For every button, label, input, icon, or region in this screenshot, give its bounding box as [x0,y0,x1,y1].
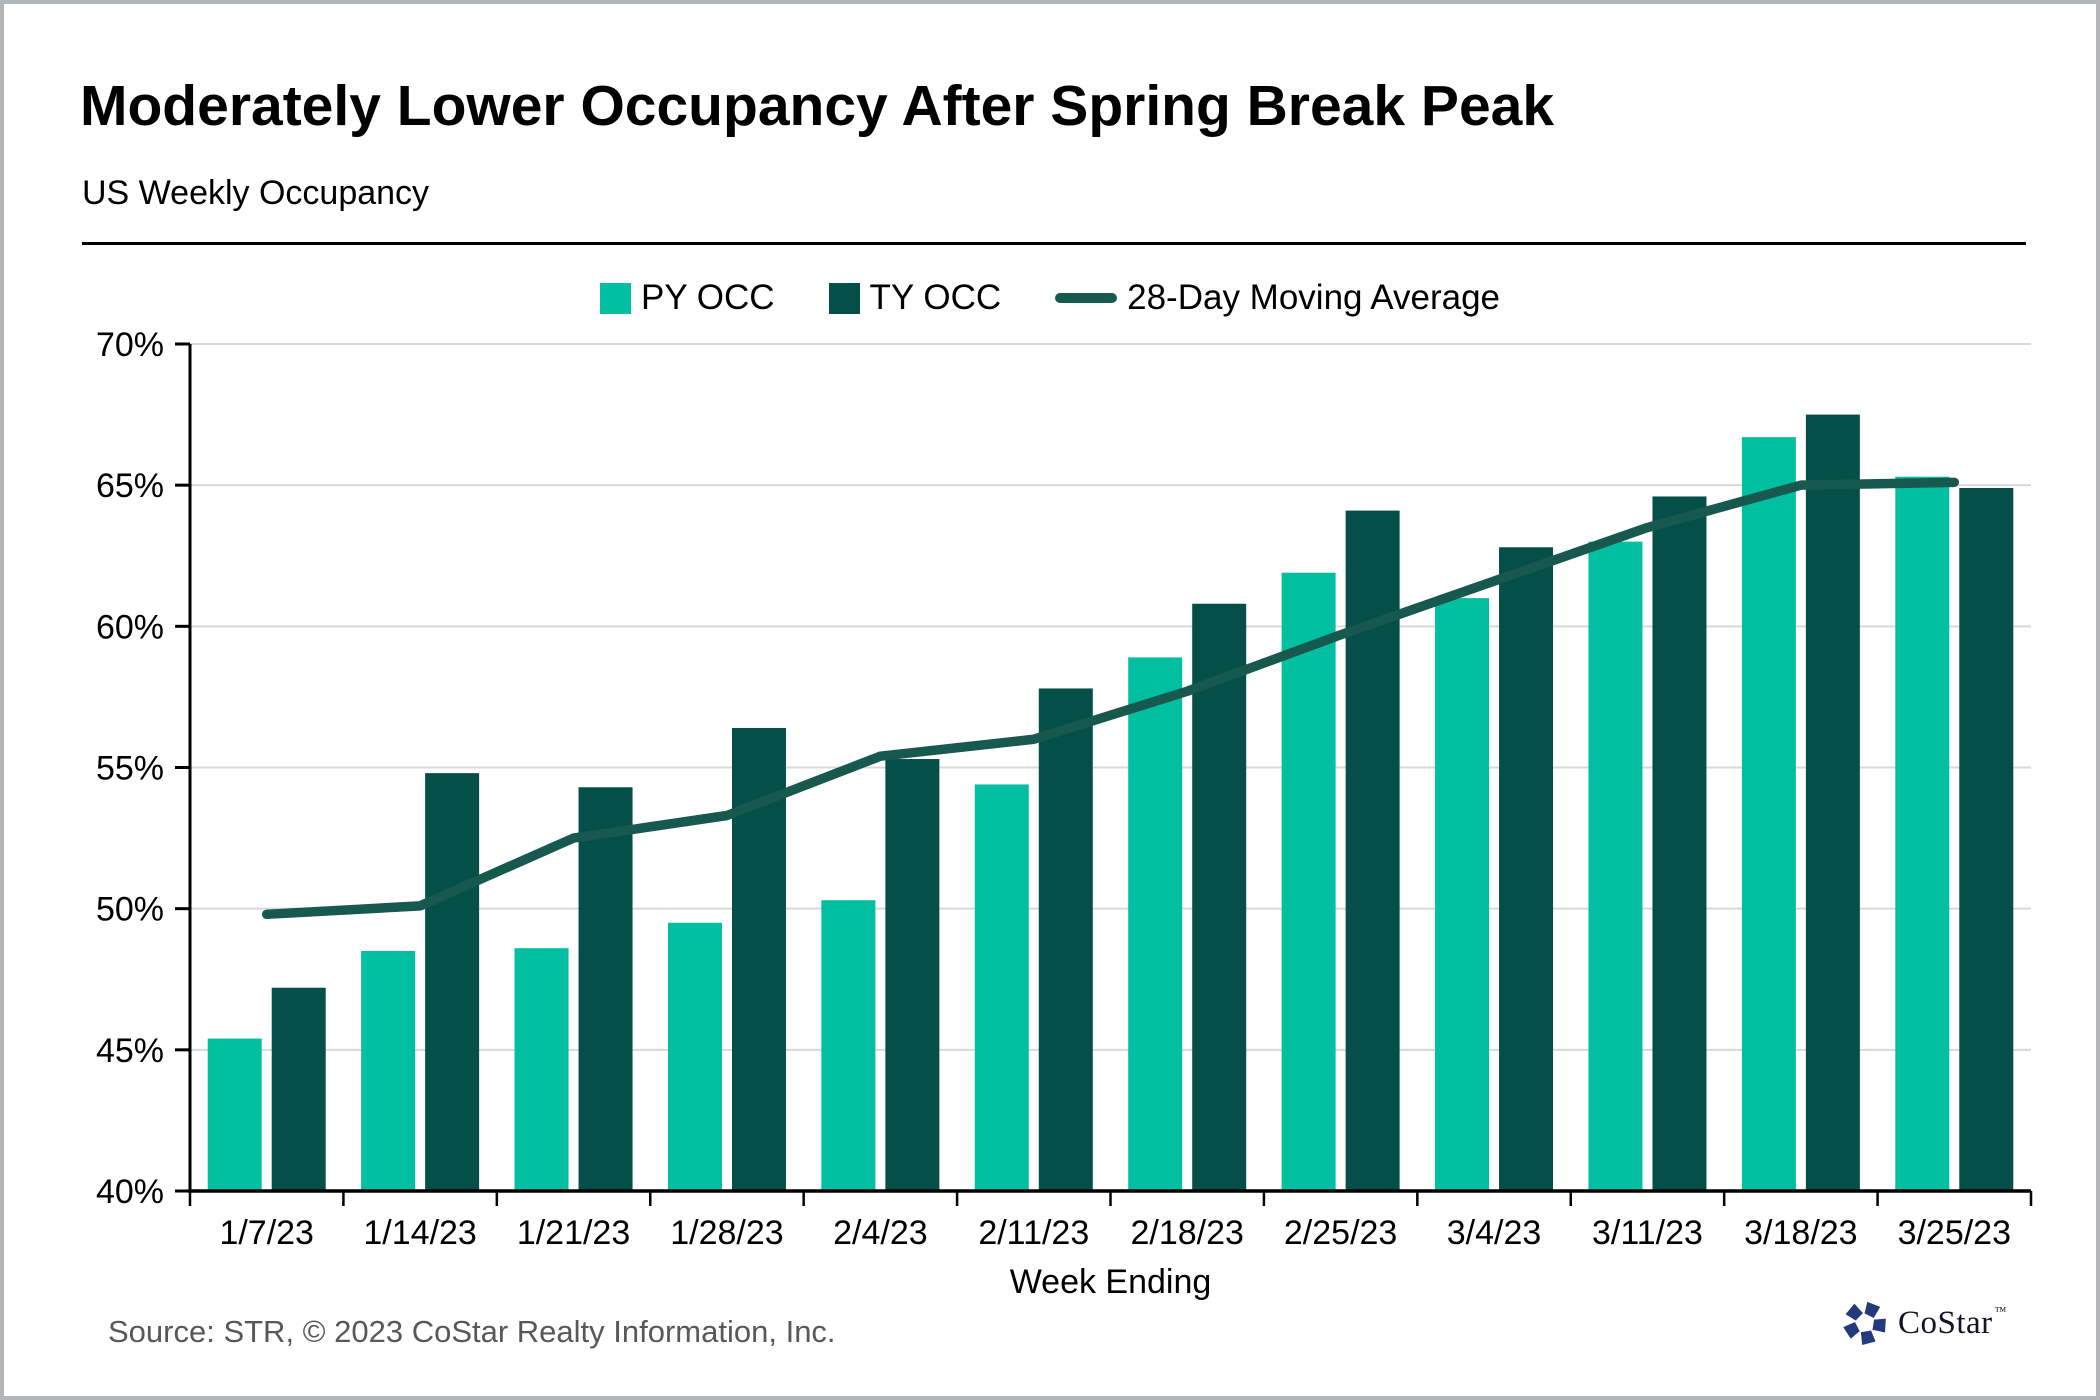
x-axis-tick-label: 2/11/23 [978,1214,1089,1252]
bar-py-occ-8 [1435,598,1490,1191]
costar-logo-segment [1842,1318,1863,1341]
legend-label: TY OCC [869,278,1002,317]
bar-ty-occ-11 [1959,487,2014,1191]
legend-swatch [599,282,631,314]
y-axis-tick-label: 60% [96,608,164,646]
legend-item-ty-occ: TY OCC [828,278,1002,318]
legend-item-28-day-moving-average: 28-Day Moving Average [1055,278,1500,318]
bar-ty-occ-9 [1652,496,1707,1192]
x-axis-tick-label: 3/25/23 [1898,1214,2011,1252]
bar-ty-occ-0 [271,987,326,1191]
moving-average-line [261,477,1960,920]
bar-ty-occ-1 [425,773,480,1191]
y-axis-tick-label: 40% [96,1173,164,1211]
costar-logo-text: CoStar [1898,1304,1993,1341]
bar-py-occ-5 [974,784,1029,1191]
x-axis-title: Week Ending [1010,1263,1212,1301]
bar-py-occ-10 [1741,437,1796,1191]
bar-py-occ-9 [1588,541,1643,1191]
x-axis-tick-label: 2/4/23 [833,1214,928,1252]
y-axis-tick-label: 55% [96,750,164,788]
bar-py-occ-0 [207,1038,262,1191]
trademark-symbol: ™ [1994,1304,2007,1318]
x-axis-tick-label: 1/28/23 [670,1214,783,1252]
bar-ty-occ-4 [885,759,940,1191]
bar-py-occ-6 [1128,657,1183,1191]
x-axis-tick-label: 3/11/23 [1592,1214,1703,1252]
bar-ty-occ-5 [1038,688,1093,1191]
costar-logo: CoStar ™ [1842,1300,2006,1346]
costar-logo-segment [1869,1316,1888,1336]
bar-py-occ-2 [514,948,569,1191]
costar-logo-segment [1864,1301,1881,1318]
bar-py-occ-7 [1281,572,1336,1191]
bar-py-occ-3 [667,922,722,1191]
divider-line [82,242,2026,245]
x-axis-tick-label: 3/18/23 [1744,1214,1857,1252]
bar-py-occ-11 [1895,476,1950,1191]
x-axis-tick-label: 1/7/23 [219,1214,314,1252]
x-axis-tick-label: 2/25/23 [1284,1214,1397,1252]
bar-ty-occ-2 [578,787,633,1191]
x-axis-tick-label: 2/18/23 [1130,1214,1243,1252]
y-axis-tick-label: 45% [96,1032,164,1070]
x-axis-tick-label: 1/14/23 [363,1214,476,1252]
legend-label: PY OCC [640,278,775,317]
legend-line-marker [1055,293,1118,303]
bar-ty-occ-10 [1805,414,1860,1191]
legend-item-py-occ: PY OCC [599,278,775,318]
occupancy-chart: 40% 45% 50% 55% 60% 65% 70% 1/7/23 1/14/23 1/21/2… [96,326,2033,1301]
bar-py-occ-1 [361,951,416,1191]
legend-swatch [828,282,860,314]
y-axis-tick-label: 65% [96,467,164,505]
chart-legend: PY OCC TY OCC 28-Day Moving Average [4,278,2096,318]
costar-logo-segment [1844,1302,1865,1322]
costar-logo-icon [1842,1301,1888,1346]
legend-label: 28-Day Moving Average [1127,278,1501,317]
bar-py-occ-4 [821,900,876,1191]
source-note: Source: STR, © 2023 CoStar Realty Inform… [108,1314,836,1349]
bar-ty-occ-6 [1192,603,1247,1191]
x-axis-tick-label: 3/4/23 [1447,1214,1542,1252]
x-axis-tick-label: 1/21/23 [517,1214,630,1252]
y-axis-tick-label: 70% [96,326,164,364]
chart-subtitle: US Weekly Occupancy [82,174,430,212]
bar-ty-occ-8 [1499,547,1554,1191]
chart-title: Moderately Lower Occupancy After Spring … [80,74,1555,138]
y-axis-tick-label: 50% [96,891,164,929]
